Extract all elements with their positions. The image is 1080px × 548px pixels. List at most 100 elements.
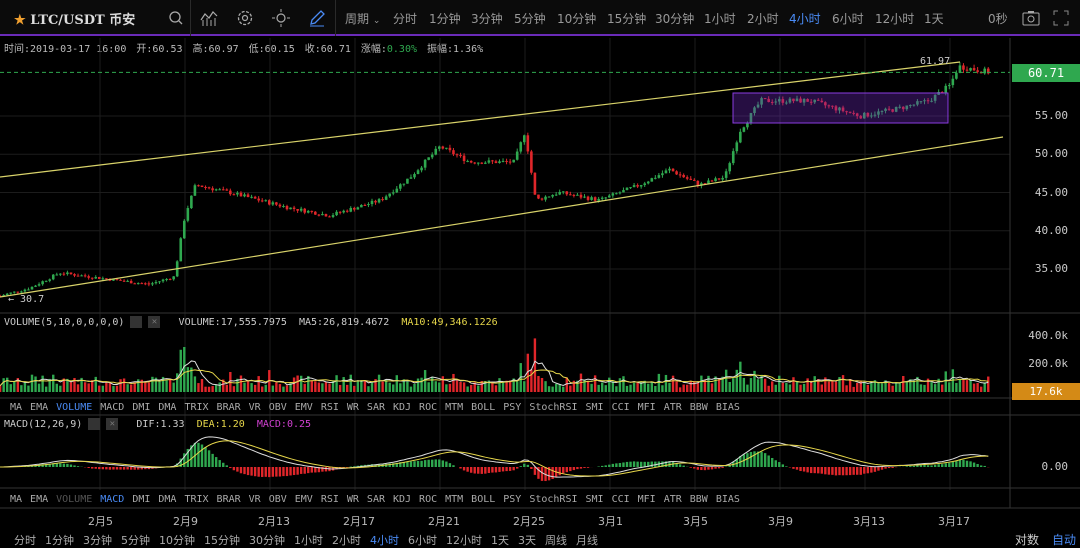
close-icon[interactable]: ✕ — [106, 418, 118, 430]
volume-bar — [449, 384, 451, 392]
indicator-tab-obv[interactable]: OBV — [269, 494, 287, 505]
indicator-tab-bbw[interactable]: BBW — [690, 402, 708, 413]
indicator-tab-sar[interactable]: SAR — [367, 494, 385, 505]
indicator-tab-roc[interactable]: ROC — [419, 494, 437, 505]
indicator-tab-stochrsi[interactable]: StochRSI — [529, 402, 577, 413]
bottom-period-7[interactable]: 1小时 — [294, 534, 323, 547]
indicator-tab-brar[interactable]: BRAR — [217, 402, 241, 413]
indicator-tab-emv[interactable]: EMV — [295, 494, 313, 505]
macd-histogram-bar — [856, 467, 858, 475]
bottom-period-2[interactable]: 3分钟 — [83, 534, 112, 547]
settings-icon[interactable] — [88, 418, 100, 430]
log-scale-toggle[interactable]: 对数 — [1015, 531, 1039, 548]
bottom-period-3[interactable]: 5分钟 — [121, 534, 150, 547]
settings-icon[interactable] — [130, 316, 142, 328]
indicator-tab-macd[interactable]: MACD — [100, 402, 124, 413]
bottom-period-0[interactable]: 分时 — [14, 534, 36, 547]
indicator-tab-trix[interactable]: TRIX — [184, 494, 208, 505]
indicator-tab-smi[interactable]: SMI — [586, 402, 604, 413]
indicator-tab-mtm[interactable]: MTM — [445, 402, 463, 413]
macd-histogram-bar — [923, 465, 925, 467]
bottom-period-12[interactable]: 1天 — [491, 534, 509, 547]
volume-bar — [452, 374, 454, 392]
indicator-tab-mfi[interactable]: MFI — [638, 494, 656, 505]
indicator-tab-kdj[interactable]: KDJ — [393, 402, 411, 413]
trend-line-lower[interactable] — [0, 137, 1003, 297]
indicator-tab-brar[interactable]: BRAR — [217, 494, 241, 505]
volume-bar — [845, 385, 847, 392]
bottom-period-8[interactable]: 2小时 — [332, 534, 361, 547]
indicator-tab-macd[interactable]: MACD — [100, 494, 124, 505]
indicator-tab-volume[interactable]: VOLUME — [56, 494, 92, 505]
candle — [272, 202, 275, 204]
indicator-tab-bbw[interactable]: BBW — [690, 494, 708, 505]
indicator-tab-rsi[interactable]: RSI — [321, 494, 339, 505]
macd-histogram-bar — [73, 465, 75, 467]
indicator-tab-psy[interactable]: PSY — [503, 494, 521, 505]
indicator-tab-dma[interactable]: DMA — [158, 494, 176, 505]
indicator-tab-cci[interactable]: CCI — [612, 494, 630, 505]
candle — [527, 135, 530, 151]
indicator-tab-ma[interactable]: MA — [10, 402, 22, 413]
indicator-tab-boll[interactable]: BOLL — [471, 402, 495, 413]
macd-histogram-bar — [711, 467, 713, 469]
indicator-tab-obv[interactable]: OBV — [269, 402, 287, 413]
indicator-tab-bias[interactable]: BIAS — [716, 494, 740, 505]
close-icon[interactable]: ✕ — [148, 316, 160, 328]
indicator-tab-volume[interactable]: VOLUME — [56, 402, 92, 413]
indicator-tab-dma[interactable]: DMA — [158, 402, 176, 413]
indicator-tab-vr[interactable]: VR — [249, 494, 261, 505]
candle — [126, 281, 129, 282]
indicator-tab-mtm[interactable]: MTM — [445, 494, 463, 505]
indicator-tab-bias[interactable]: BIAS — [716, 402, 740, 413]
volume-bar — [77, 384, 79, 392]
indicator-tab-dmi[interactable]: DMI — [132, 402, 150, 413]
bottom-period-15[interactable]: 月线 — [576, 534, 598, 547]
candle — [257, 199, 260, 201]
indicator-tab-boll[interactable]: BOLL — [471, 494, 495, 505]
macd-histogram-bar — [605, 465, 607, 467]
bottom-period-6[interactable]: 30分钟 — [249, 534, 285, 547]
bottom-period-13[interactable]: 3天 — [518, 534, 536, 547]
bottom-period-10[interactable]: 6小时 — [408, 534, 437, 547]
candle — [459, 155, 462, 156]
bottom-period-9[interactable]: 4小时 — [370, 534, 399, 547]
indicator-tab-psy[interactable]: PSY — [503, 402, 521, 413]
range-box[interactable] — [733, 93, 948, 123]
volume-bar — [707, 376, 709, 392]
volume-bar — [134, 382, 136, 392]
indicator-tab-rsi[interactable]: RSI — [321, 402, 339, 413]
bottom-period-1[interactable]: 1分钟 — [45, 534, 74, 547]
bottom-period-5[interactable]: 15分钟 — [204, 534, 240, 547]
auto-scale-toggle[interactable]: 自动 — [1052, 531, 1076, 548]
indicator-tab-vr[interactable]: VR — [249, 402, 261, 413]
indicator-tab-dmi[interactable]: DMI — [132, 494, 150, 505]
indicator-tab-trix[interactable]: TRIX — [184, 402, 208, 413]
candle — [314, 212, 317, 215]
indicator-tab-smi[interactable]: SMI — [586, 494, 604, 505]
indicator-tab-ma[interactable]: MA — [10, 494, 22, 505]
indicator-tab-roc[interactable]: ROC — [419, 402, 437, 413]
macd-histogram-bar — [955, 461, 957, 467]
bottom-period-4[interactable]: 10分钟 — [159, 534, 195, 547]
indicator-tab-kdj[interactable]: KDJ — [393, 494, 411, 505]
bottom-period-11[interactable]: 12小时 — [446, 534, 482, 547]
indicator-tab-wr[interactable]: WR — [347, 494, 359, 505]
indicator-tab-ema[interactable]: EMA — [30, 402, 48, 413]
bottom-period-14[interactable]: 周线 — [545, 534, 567, 547]
indicator-tab-atr[interactable]: ATR — [664, 494, 682, 505]
indicator-tab-sar[interactable]: SAR — [367, 402, 385, 413]
indicator-tab-ema[interactable]: EMA — [30, 494, 48, 505]
candle — [516, 152, 519, 160]
indicator-tab-atr[interactable]: ATR — [664, 402, 682, 413]
indicator-tab-wr[interactable]: WR — [347, 402, 359, 413]
candle — [417, 170, 420, 174]
candle — [123, 281, 126, 282]
macd-histogram-bar — [516, 467, 518, 469]
indicator-tab-cci[interactable]: CCI — [612, 402, 630, 413]
volume-bar — [792, 377, 794, 392]
indicator-tab-stochrsi[interactable]: StochRSI — [529, 494, 577, 505]
indicator-tab-emv[interactable]: EMV — [295, 402, 313, 413]
indicator-tab-mfi[interactable]: MFI — [638, 402, 656, 413]
